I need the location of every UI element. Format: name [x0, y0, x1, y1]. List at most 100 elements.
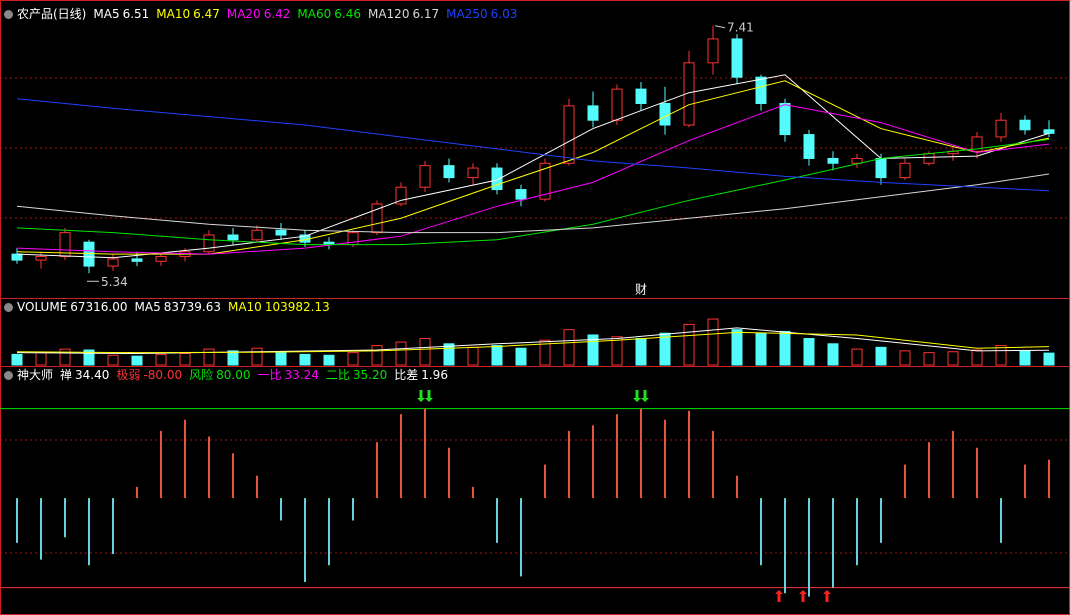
candle-body: [371, 203, 383, 234]
candle-body: [467, 167, 479, 179]
volume-bar: [899, 350, 911, 366]
candle-body: [779, 102, 791, 136]
candle-body: [251, 229, 263, 241]
legend-name: MA10: [227, 300, 262, 314]
volume-bar: [851, 348, 863, 366]
menu-icon[interactable]: [4, 371, 13, 380]
high-pointer: [714, 25, 726, 29]
level-value: -80.00: [143, 368, 183, 382]
volume-bar: [635, 338, 647, 366]
volume-bar: [875, 346, 887, 366]
volume-bar: [995, 345, 1007, 366]
level-value: 80.00: [216, 368, 251, 382]
volume-bar: [803, 338, 815, 366]
candle-body: [227, 234, 239, 241]
volume-bar: [587, 334, 599, 366]
candle-body: [659, 102, 671, 126]
candle-body: [275, 229, 287, 236]
candle-body: [635, 88, 647, 104]
sell-arrow: [633, 390, 641, 402]
candle-body: [155, 256, 167, 262]
candle-body: [971, 136, 983, 152]
volume-title: VOLUME: [17, 300, 68, 314]
stat-value: 33.24: [284, 368, 319, 382]
volume-bar: [395, 341, 407, 366]
volume-bar: [683, 323, 695, 366]
indicator-title: 神大师: [17, 368, 54, 382]
buy-arrow: [823, 590, 831, 602]
candle-body: [899, 162, 911, 179]
candle-body: [443, 165, 455, 179]
stat-value: 35.20: [352, 368, 388, 382]
volume-bar: [203, 348, 215, 366]
legend-name: MA5: [93, 7, 120, 21]
legend-name: MA5: [134, 300, 161, 314]
buy-arrow: [775, 590, 783, 602]
price-header: 农产品(日线) MA5 6.51 MA10 6.47 MA20 6.42 MA60 6.46 MA…: [4, 6, 524, 22]
indicator-name: 禅: [60, 368, 73, 382]
stat-name: 二比: [325, 368, 350, 382]
candle-body: [995, 119, 1007, 138]
volume-bar: [755, 332, 767, 366]
indicator-value: 34.40: [75, 368, 110, 382]
volume-bar: [251, 347, 263, 366]
volume-bar: [35, 352, 47, 366]
legend-value: 6.03: [490, 7, 518, 21]
high-label: 7.41: [727, 20, 754, 34]
menu-icon[interactable]: [4, 303, 13, 312]
volume-bar: [299, 353, 311, 366]
volume-value: 67316.00: [70, 300, 128, 314]
legend-name: MA20: [226, 7, 261, 21]
ma-line: [16, 138, 1050, 246]
volume-bar: [731, 329, 743, 366]
candle-body: [827, 157, 839, 164]
volume-bar: [539, 339, 551, 366]
candle-body: [1019, 119, 1031, 131]
volume-bar: [11, 353, 23, 366]
volume-bar: [179, 353, 191, 366]
ma-line: [16, 104, 1050, 255]
legend-name: MA250: [446, 7, 488, 21]
candle-body: [563, 105, 575, 164]
candle-body: [611, 88, 623, 121]
candle-body: [419, 165, 431, 188]
volume-bar: [515, 347, 527, 366]
candle-body: [923, 153, 935, 164]
volume-bar: [347, 352, 359, 366]
candle-body: [107, 258, 119, 267]
volume-bar: [779, 330, 791, 366]
candle-body: [683, 62, 695, 126]
candle-body: [395, 186, 407, 205]
volume-bar: [59, 348, 71, 366]
volume-bar: [131, 355, 143, 366]
legend-value: 83739.63: [163, 300, 221, 314]
candle-body: [731, 38, 743, 78]
candle-body: [515, 189, 527, 200]
volume-bar: [227, 350, 239, 366]
volume-bar: [611, 336, 623, 366]
volume-bar: [155, 353, 167, 366]
volume-bar: [371, 345, 383, 366]
sell-arrow: [425, 390, 433, 402]
legend-value: 6.46: [334, 7, 361, 21]
stat-value: 1.96: [421, 368, 448, 382]
stat-name: 一比: [257, 368, 282, 382]
volume-header: VOLUME 67316.00 MA5 83739.63 MA10 103982.13: [4, 299, 337, 315]
candle-body: [203, 234, 215, 253]
level-name: 极弱: [116, 368, 141, 382]
candle-body: [83, 241, 95, 267]
volume-bar: [491, 345, 503, 366]
candle-body: [131, 258, 143, 262]
menu-icon[interactable]: [4, 10, 13, 19]
candle-body: [11, 253, 23, 261]
candle-body: [755, 76, 767, 104]
candle-body: [875, 157, 887, 179]
legend-value: 6.51: [122, 7, 150, 21]
candle-body: [851, 157, 863, 164]
low-label: 5.34: [101, 275, 128, 289]
volume-bar: [971, 349, 983, 366]
chart-title: 农产品(日线): [17, 7, 87, 21]
candle-body: [491, 167, 503, 191]
volume-bar: [1043, 352, 1055, 366]
